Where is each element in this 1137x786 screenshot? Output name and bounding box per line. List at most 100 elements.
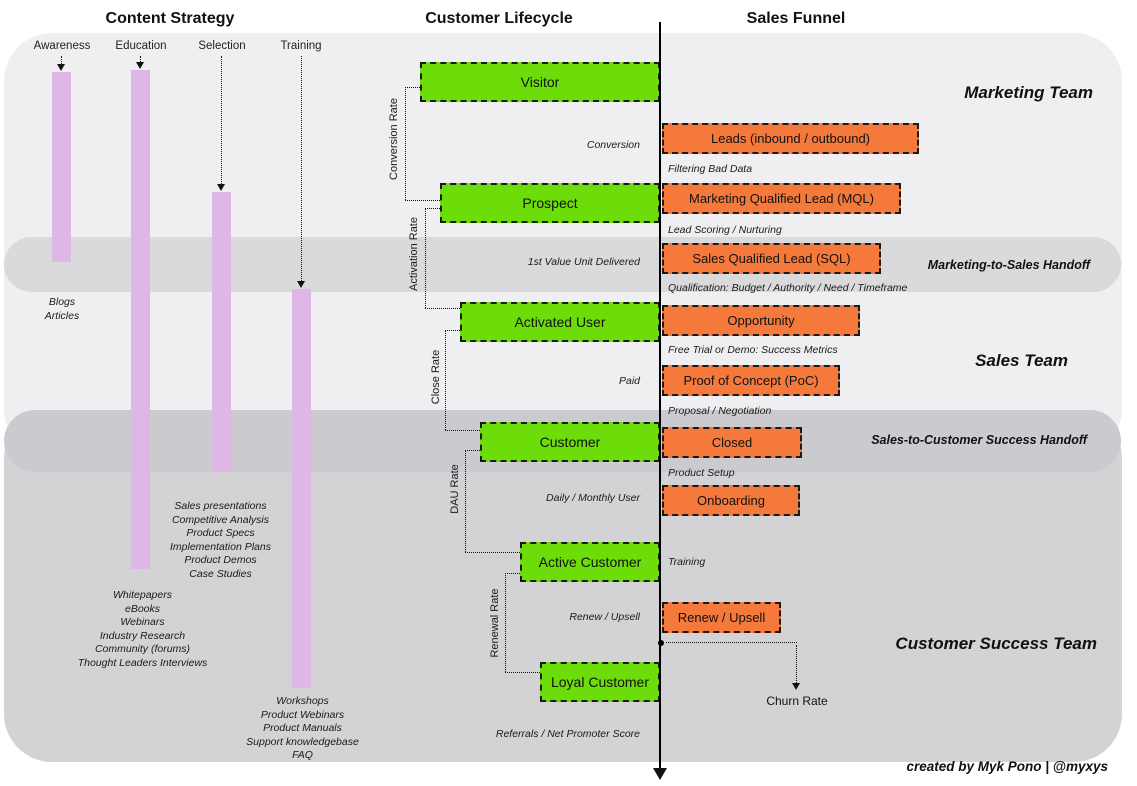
content-bar-selection [212,192,231,472]
annotation-paid: Paid [618,375,640,387]
funnel-annotation-product-setup: Product Setup [668,467,735,479]
content-bar-education [131,70,150,569]
bracket-renewal-top [505,573,520,574]
header-customer-lifecycle: Customer Lifecycle [425,10,573,27]
list-item: Product Webinars [260,708,345,721]
team-label-customer-success: Customer Success Team [895,634,1097,653]
stage-visitor: Visitor [420,62,660,102]
churn-arrow-icon [792,683,800,690]
funnel-annotation-filtering: Filtering Bad Data [668,163,753,175]
bracket-conversion-bottom [405,200,440,201]
annotation-referrals-nps: Referrals / Net Promoter Score [495,728,640,740]
list-item: Workshops [276,695,329,707]
list-item: Blogs [48,296,76,308]
funnel-annotation-free-trial: Free Trial or Demo: Success Metrics [668,344,838,356]
training-arrow-line [301,56,302,281]
annotation-first-value-unit: 1st Value Unit Delivered [527,256,640,268]
team-label-marketing: Marketing Team [964,83,1093,102]
list-item: Case Studies [189,567,252,580]
header-content-strategy: Content Strategy [105,10,235,27]
funnel-stage-closed: Closed [662,427,802,458]
funnel-annotation-proposal: Proposal / Negotiation [668,405,772,417]
list-item: Community (forums) [94,643,191,655]
list-item: Industry Research [99,629,186,642]
funnel-stage-renew-upsell: Renew / Upsell [662,602,781,633]
content-list-awareness: Blogs Articles [12,296,112,323]
column-label-awareness: Awareness [33,40,91,52]
list-item: Support knowledgebase [246,735,359,748]
annotation-renew-upsell: Renew / Upsell [569,611,640,623]
selection-arrow-line [221,56,222,184]
bracket-conversion [405,87,406,200]
funnel-annotation-training: Training [668,556,706,568]
stage-active-customer: Active Customer [520,542,660,582]
awareness-arrow-line [61,56,62,64]
funnel-stage-sql: Sales Qualified Lead (SQL) [662,243,881,274]
funnel-stage-poc: Proof of Concept (PoC) [662,365,840,396]
team-label-marketing-to-sales-handoff: Marketing-to-Sales Handoff [927,258,1090,272]
column-label-education: Education [115,40,167,52]
annotation-daily-monthly-user: Daily / Monthly User [546,492,640,504]
bracket-close [445,330,446,430]
funnel-annotation-qualification: Qualification: Budget / Authority / Need… [668,282,908,294]
content-list-selection: Sales presentations Competitive Analysis P… [118,500,323,581]
column-label-training: Training [280,40,322,52]
funnel-annotation-lead-scoring: Lead Scoring / Nurturing [668,224,782,236]
list-item: Whitepapers [113,589,172,601]
content-bar-training [292,289,311,688]
list-item: Articles [44,309,80,322]
list-item: Webinars [120,616,165,628]
team-label-sales-to-customer-handoff: Sales-to-Customer Success Handoff [871,433,1087,447]
bracket-dau-top [465,450,480,451]
churn-line-horizontal [666,642,797,643]
education-arrow-line [140,56,141,62]
bracket-close-bottom [445,430,480,431]
bracket-dau-bottom [465,552,520,553]
bracket-renewal-bottom [505,672,540,673]
list-item: Thought Leaders Interviews [77,656,208,669]
rate-label-activation: Activation Rate [408,217,420,291]
bracket-activation-top [425,208,440,209]
list-item: Product Demos [184,554,257,566]
training-arrow-icon [297,281,305,288]
awareness-arrow-icon [57,64,65,71]
list-item: Product Manuals [263,722,342,734]
bracket-renewal [505,573,506,672]
annotation-conversion: Conversion [586,139,640,151]
rate-label-conversion: Conversion Rate [388,98,400,180]
bracket-activation-bottom [425,308,460,309]
bracket-activation [425,208,426,308]
column-label-selection: Selection [198,40,246,52]
credit-line: created by Myk Pono | @myxys [906,759,1108,774]
education-arrow-icon [136,62,144,69]
stage-prospect: Prospect [440,183,660,223]
churn-line-vertical [796,645,797,683]
list-item: Product Specs [186,527,255,539]
selection-arrow-icon [217,184,225,191]
stage-loyal-customer: Loyal Customer [540,662,660,702]
churn-rate-label: Churn Rate [766,694,828,708]
bracket-close-top [445,330,460,331]
header-sales-funnel: Sales Funnel [746,10,846,27]
center-axis-line [659,22,661,770]
list-item: Sales presentations [174,500,267,512]
content-list-education: Whitepapers eBooks Webinars Industry Resear… [40,589,245,670]
funnel-stage-mql: Marketing Qualified Lead (MQL) [662,183,901,214]
band-marketing-to-sales-handoff [4,237,1121,292]
list-item: Competitive Analysis [171,513,270,526]
bracket-conversion-top [405,87,420,88]
stage-customer: Customer [480,422,660,462]
stage-activated-user: Activated User [460,302,660,342]
list-item: eBooks [124,602,161,615]
team-label-sales: Sales Team [975,351,1068,370]
rate-label-renewal: Renewal Rate [489,588,501,658]
list-item: FAQ [292,749,313,761]
list-item: Implementation Plans [170,540,271,553]
content-bar-awareness [52,72,71,262]
churn-origin-dot [658,640,664,646]
center-axis-arrow-icon [653,768,667,780]
funnel-stage-onboarding: Onboarding [662,485,800,516]
rate-label-dau: DAU Rate [449,464,461,514]
bracket-dau [465,450,466,552]
